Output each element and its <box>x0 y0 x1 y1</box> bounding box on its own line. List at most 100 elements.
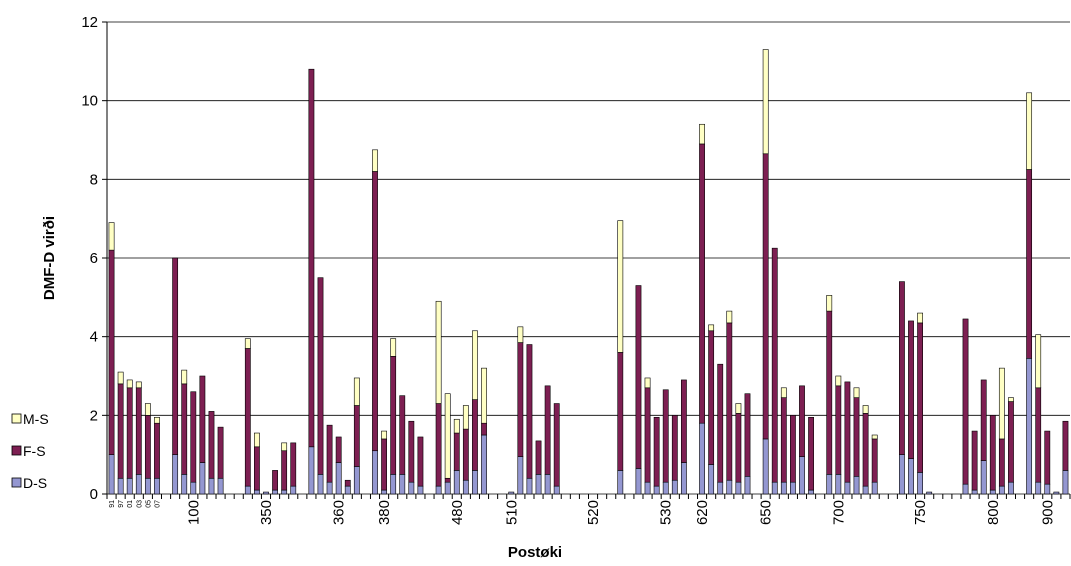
bar-segment <box>353 405 360 467</box>
bar-segment <box>662 481 669 495</box>
bar-segment <box>481 422 487 436</box>
bar-segment <box>144 415 151 479</box>
bar-segment <box>917 472 923 495</box>
y-tick-label: 12 <box>81 14 98 31</box>
bar-segment <box>671 415 678 481</box>
bar-segment <box>372 149 378 172</box>
bar-segment <box>862 405 869 414</box>
bar-segment <box>390 338 397 357</box>
x-tick-label: 480 <box>449 500 466 525</box>
bar-segment <box>617 352 624 471</box>
y-tick-label: 2 <box>90 407 98 424</box>
x-tick-label: 530 <box>658 500 675 525</box>
bar-segment <box>508 491 515 495</box>
bar-segment <box>254 489 260 495</box>
bar-segment <box>771 481 778 495</box>
bar-segment <box>708 330 715 465</box>
bar-segment <box>535 440 542 475</box>
bar-segment <box>908 458 914 495</box>
bar-segment <box>853 387 860 398</box>
bar-segment <box>244 348 251 487</box>
bar-segment <box>826 295 833 312</box>
bar-segment <box>717 363 724 483</box>
bar-segment <box>290 442 297 487</box>
x-tick-label: 91 <box>109 500 116 508</box>
bar-segment <box>735 413 742 483</box>
bar-segment <box>726 310 733 324</box>
bar-segment <box>526 477 533 495</box>
bar-segment <box>862 413 869 487</box>
bar-segment <box>453 470 460 495</box>
bar-segment <box>917 322 923 473</box>
bar-segment <box>444 393 451 479</box>
bar-segment <box>126 387 133 479</box>
bar-segment <box>1035 481 1042 495</box>
y-tick-label: 6 <box>90 250 98 267</box>
bar-segment <box>462 428 469 481</box>
bar-segment <box>699 123 705 145</box>
bar-segment <box>762 438 769 495</box>
bar-segment <box>117 371 124 385</box>
bar-segment <box>353 466 360 495</box>
bar-segment <box>353 377 360 406</box>
bar-segment <box>998 485 1005 495</box>
bar-segment <box>908 320 914 459</box>
bar-segment <box>281 442 288 452</box>
bar-segment <box>744 393 751 477</box>
bar-segment <box>717 481 724 495</box>
bar-segment <box>181 383 188 475</box>
bar-segment <box>726 322 733 481</box>
bar-segment <box>517 326 524 343</box>
y-tick-label: 0 <box>90 486 98 503</box>
bar-segment <box>181 369 188 385</box>
bar-segment <box>472 470 478 495</box>
bar-segment <box>553 485 560 495</box>
bar-segment <box>108 249 115 455</box>
bar-segment <box>653 485 660 495</box>
bar-segment <box>853 397 860 477</box>
bar-segment <box>381 430 387 440</box>
bar-segment <box>254 446 260 491</box>
bar-segment <box>808 489 814 495</box>
x-tick-label: 01 <box>127 500 134 508</box>
x-tick-label: 650 <box>758 500 775 525</box>
bar-segment <box>372 450 378 495</box>
bar-segment <box>372 171 378 452</box>
bar-segment <box>998 438 1005 487</box>
bar-segment <box>926 491 933 495</box>
legend-label: F-S <box>23 443 46 459</box>
bar-segment <box>971 489 978 495</box>
bar-segment <box>135 387 142 475</box>
bar-segment <box>244 338 251 349</box>
bar-segment <box>181 474 188 495</box>
bar-segment <box>790 415 796 483</box>
bar-segment <box>1026 92 1033 170</box>
bar-segment <box>254 432 260 448</box>
bar-segment <box>199 375 206 463</box>
bar-segment <box>399 474 406 495</box>
bar-segment <box>326 481 333 495</box>
x-tick-label: 700 <box>830 500 847 525</box>
bar-segment <box>1044 483 1051 495</box>
bar-segment <box>208 411 215 479</box>
bar-segment <box>1026 169 1033 359</box>
bar-segment <box>708 324 715 332</box>
bar-segment <box>762 153 769 440</box>
bar-segment <box>835 375 842 387</box>
bar-segment <box>780 397 787 483</box>
bar-segment <box>281 489 288 495</box>
x-tick-label: 07 <box>154 500 161 508</box>
x-tick-label: 97 <box>118 500 125 508</box>
x-tick-label: 510 <box>503 500 520 525</box>
bar-segment <box>899 281 905 455</box>
x-tick-label: 750 <box>912 500 929 525</box>
legend-label: D-S <box>23 475 47 491</box>
bar-segment <box>771 247 778 483</box>
bar-segment <box>154 416 160 424</box>
bar-segment <box>453 432 460 471</box>
bar-segment <box>144 403 151 416</box>
bar-segment <box>462 405 469 430</box>
bar-segment <box>308 68 315 448</box>
bar-segment <box>108 454 115 495</box>
bar-segment <box>381 438 387 491</box>
